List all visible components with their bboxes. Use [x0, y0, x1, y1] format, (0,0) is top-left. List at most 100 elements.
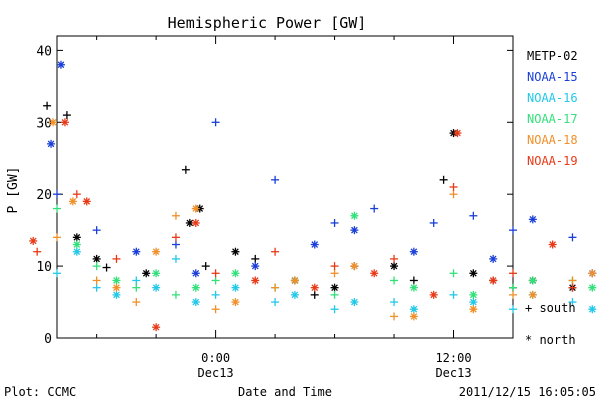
- point-noaa-15-south: [53, 190, 61, 199]
- point-noaa-16-south: [92, 283, 101, 292]
- point-noaa-16-north: [112, 290, 121, 299]
- point-metp-02-north: [72, 233, 81, 242]
- point-noaa-17-south: [449, 269, 458, 278]
- point-noaa-16-north: [350, 298, 359, 307]
- point-noaa-17-south: [390, 276, 399, 285]
- point-metp-02-south: [43, 101, 52, 110]
- plot-credit: Plot: CCMC: [4, 385, 76, 399]
- point-noaa-15-south: [568, 233, 577, 242]
- point-metp-02-south: [251, 254, 260, 263]
- point-noaa-16-north: [588, 305, 597, 314]
- point-noaa-19-north: [60, 118, 69, 127]
- point-noaa-18-north: [469, 305, 478, 314]
- point-noaa-15-south: [509, 226, 517, 235]
- point-noaa-18-south: [509, 290, 517, 299]
- point-metp-02-south: [102, 263, 111, 272]
- x-tick-date-label: Dec13: [198, 366, 234, 380]
- point-metp-02-south: [62, 111, 71, 120]
- point-noaa-16-north: [290, 290, 299, 299]
- point-noaa-16-south: [211, 290, 220, 299]
- chart-title: Hemispheric Power [GW]: [168, 14, 367, 32]
- point-noaa-18-south: [390, 312, 399, 321]
- point-noaa-16-north: [191, 298, 200, 307]
- point-noaa-15-north: [56, 60, 65, 69]
- point-noaa-18-south: [449, 190, 458, 199]
- point-noaa-17-north: [409, 283, 418, 292]
- y-tick-label: 0: [44, 332, 52, 347]
- plot-timestamp: 2011/12/15 16:05:05: [459, 385, 596, 399]
- point-noaa-18-south: [330, 269, 339, 278]
- point-noaa-16-north: [409, 305, 418, 314]
- point-noaa-19-north: [191, 218, 200, 227]
- point-noaa-18-north: [409, 312, 418, 321]
- point-metp-02-south: [310, 290, 319, 299]
- data-points: [29, 60, 597, 332]
- point-noaa-19-south: [568, 283, 577, 292]
- point-noaa-18-south: [53, 233, 61, 242]
- point-noaa-19-north: [429, 290, 438, 299]
- legend-noaa-16: NOAA-16: [527, 91, 578, 105]
- legend-noaa-17: NOAA-17: [527, 112, 578, 126]
- point-noaa-15-north: [489, 254, 498, 263]
- point-noaa-18-south: [132, 298, 141, 307]
- point-noaa-16-south: [390, 298, 399, 307]
- point-noaa-19-north: [310, 283, 319, 292]
- point-noaa-19-south: [449, 183, 458, 191]
- x-tick-date-label: Dec13: [435, 366, 471, 380]
- point-noaa-17-south: [92, 262, 101, 271]
- point-noaa-15-north: [251, 262, 260, 271]
- point-noaa-19-north: [453, 129, 462, 138]
- point-noaa-17-south: [509, 283, 517, 292]
- point-noaa-19-south: [390, 254, 399, 263]
- y-axis-ticks: 0 10 20 30 40: [36, 44, 513, 347]
- point-noaa-19-south: [211, 269, 220, 278]
- y-tick-label: 10: [36, 260, 52, 275]
- x-tick-time-label: 0:00: [201, 351, 230, 365]
- point-noaa-15-south: [330, 218, 339, 227]
- marker-legend-north: * north: [525, 333, 576, 347]
- point-noaa-16-south: [53, 269, 61, 278]
- point-noaa-19-north: [152, 323, 161, 332]
- point-noaa-16-south: [271, 298, 280, 307]
- legend-noaa-15: NOAA-15: [527, 70, 578, 84]
- point-noaa-19-south: [33, 247, 42, 256]
- point-noaa-18-north: [68, 197, 77, 206]
- point-metp-02-south: [201, 262, 210, 271]
- point-noaa-19-north: [29, 236, 38, 245]
- point-noaa-19-south: [72, 190, 81, 199]
- point-noaa-19-south: [330, 262, 339, 271]
- point-noaa-19-north: [82, 197, 91, 206]
- point-noaa-17-north: [72, 240, 81, 249]
- point-noaa-19-south: [112, 254, 121, 263]
- point-noaa-15-south: [370, 204, 379, 213]
- point-metp-02-south: [409, 276, 418, 285]
- point-noaa-16-south: [509, 305, 517, 314]
- point-noaa-15-south: [211, 118, 220, 127]
- point-noaa-19-north: [370, 269, 379, 278]
- point-noaa-17-north: [350, 211, 359, 220]
- point-noaa-15-south: [171, 240, 180, 249]
- point-metp-02-north: [92, 254, 101, 263]
- y-tick-label: 20: [36, 188, 52, 203]
- legend-metp-02: METP-02: [527, 49, 578, 63]
- point-noaa-18-north: [152, 247, 161, 256]
- point-noaa-18-south: [568, 276, 577, 285]
- y-tick-label: 30: [36, 116, 52, 131]
- point-noaa-17-south: [330, 290, 339, 299]
- point-metp-02-south: [181, 165, 190, 174]
- point-noaa-15-south: [92, 226, 101, 235]
- point-noaa-17-south: [211, 276, 220, 285]
- point-noaa-18-south: [92, 276, 101, 285]
- point-noaa-17-north: [191, 283, 200, 292]
- point-noaa-16-south: [449, 290, 458, 299]
- x-tick-time-label: 12:00: [435, 351, 471, 365]
- point-noaa-18-north: [350, 262, 359, 271]
- plot-frame: [56, 35, 514, 339]
- y-axis-label: P [GW]: [6, 167, 21, 214]
- point-noaa-17-south: [53, 204, 61, 213]
- point-noaa-15-south: [469, 211, 478, 220]
- point-metp-02-north: [390, 262, 399, 271]
- point-noaa-15-north: [310, 240, 319, 249]
- point-noaa-16-south: [330, 305, 339, 314]
- point-noaa-19-north: [489, 276, 498, 285]
